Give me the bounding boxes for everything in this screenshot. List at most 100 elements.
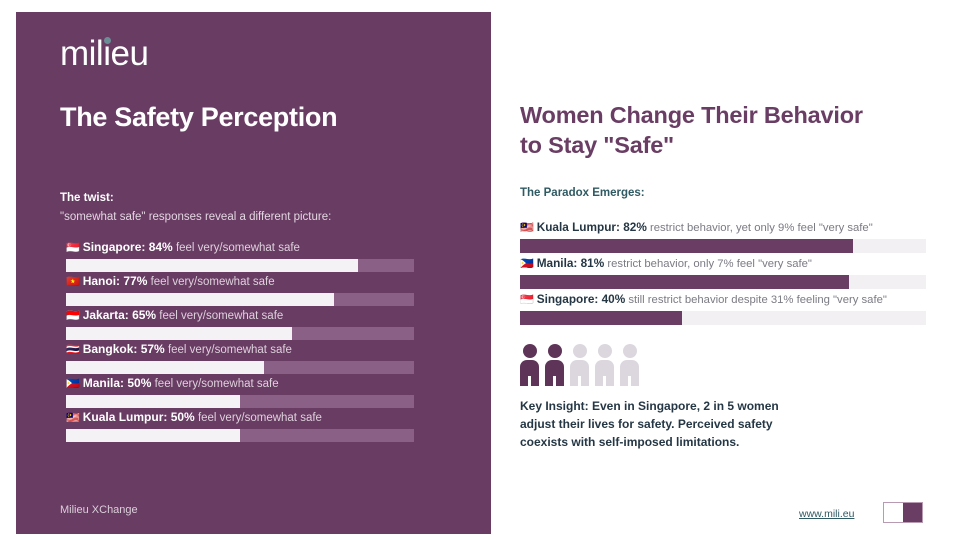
bar-fill xyxy=(520,275,849,289)
bar-track xyxy=(66,259,414,272)
row-suffix: feel very/somewhat safe xyxy=(159,310,284,322)
person-legs xyxy=(628,376,631,386)
person-icon xyxy=(595,344,614,386)
right-panel: Women Change Their Behavior to Stay "Saf… xyxy=(491,12,960,534)
person-icon xyxy=(570,344,589,386)
paradox-label: The Paradox Emerges: xyxy=(520,187,645,199)
safety-bar-row: 🇻🇳 Hanoi: 77% feel very/somewhat safe xyxy=(60,274,416,308)
flag-icon: 🇲🇾 xyxy=(520,222,534,234)
row-suffix: restrict behavior, yet only 9% feel "ver… xyxy=(649,222,873,234)
bar-track xyxy=(66,395,414,408)
left-footer-label: Milieu XChange xyxy=(60,504,138,516)
person-head xyxy=(597,344,612,358)
city-and-value: Singapore: 84% xyxy=(82,240,173,254)
row-suffix: feel very/somewhat safe xyxy=(167,344,292,356)
person-head xyxy=(622,344,637,358)
city-and-value: Kuala Lumpur: 50% xyxy=(82,410,195,424)
bar-fill xyxy=(66,259,359,272)
person-legs xyxy=(528,376,531,386)
safety-bar-label: 🇲🇾 Kuala Lumpur: 50% feel very/somewhat s… xyxy=(66,410,322,424)
logo-mark-purple-half xyxy=(903,503,922,522)
logo-accent-dot-icon xyxy=(104,37,111,44)
city-and-value: Singapore: 40% xyxy=(536,292,626,306)
safety-bar-row: 🇵🇭 Manila: 50% feel very/somewhat safe xyxy=(60,376,416,410)
row-suffix: feel very/somewhat safe xyxy=(197,412,322,424)
safety-bar-row: 🇸🇬 Singapore: 84% feel very/somewhat safe xyxy=(60,240,416,274)
city-and-value: Manila: 50% xyxy=(82,376,152,390)
safety-bar-label: 🇹🇭 Bangkok: 57% feel very/somewhat safe xyxy=(66,342,292,356)
city-and-value: Manila: 81% xyxy=(536,256,605,270)
bar-fill xyxy=(66,361,265,374)
milieu-logo-mark-icon xyxy=(883,502,923,523)
row-suffix: restrict behavior, only 7% feel "very sa… xyxy=(607,258,812,270)
flag-icon: 🇮🇩 xyxy=(66,310,80,322)
bar-track xyxy=(66,361,414,374)
flag-icon: 🇸🇬 xyxy=(520,294,534,306)
safety-bar-row: 🇲🇾 Kuala Lumpur: 50% feel very/somewhat s… xyxy=(60,410,416,444)
website-link[interactable]: www.mili.eu xyxy=(799,508,855,520)
row-suffix: feel very/somewhat safe xyxy=(154,378,279,390)
person-icon xyxy=(620,344,639,386)
paradox-bar-label: 🇲🇾 Kuala Lumpur: 82% restrict behavior, y… xyxy=(520,220,873,234)
bar-fill xyxy=(66,327,293,340)
row-suffix: feel very/somewhat safe xyxy=(150,276,275,288)
bar-fill xyxy=(66,293,334,306)
city-and-value: Jakarta: 65% xyxy=(82,308,157,322)
row-suffix: still restrict behavior despite 31% feel… xyxy=(628,294,887,306)
bar-track xyxy=(66,327,414,340)
bar-fill xyxy=(520,311,683,325)
safety-bar-label: 🇸🇬 Singapore: 84% feel very/somewhat safe xyxy=(66,240,300,254)
right-panel-title: Women Change Their Behavior to Stay "Saf… xyxy=(520,102,863,159)
logo-mark-white-half xyxy=(884,503,903,522)
bar-track xyxy=(520,311,926,325)
paradox-bar-row: 🇲🇾 Kuala Lumpur: 82% restrict behavior, y… xyxy=(520,220,926,256)
bar-fill xyxy=(66,395,240,408)
city-and-value: Bangkok: 57% xyxy=(82,342,165,356)
person-legs xyxy=(603,376,606,386)
city-and-value: Hanoi: 77% xyxy=(82,274,148,288)
right-bar-list: 🇲🇾 Kuala Lumpur: 82% restrict behavior, y… xyxy=(520,220,926,328)
person-body xyxy=(570,360,589,386)
bar-fill xyxy=(66,429,240,442)
safety-bar-label: 🇵🇭 Manila: 50% feel very/somewhat safe xyxy=(66,376,279,390)
bar-fill xyxy=(520,239,853,253)
flag-icon: 🇻🇳 xyxy=(66,276,80,288)
person-legs xyxy=(553,376,556,386)
person-icon xyxy=(545,344,564,386)
person-head xyxy=(547,344,562,358)
slide-canvas: milieu The Safety Perception The twist: … xyxy=(8,6,960,534)
milieu-logo: milieu xyxy=(60,36,149,71)
bar-track xyxy=(520,239,926,253)
twist-label: The twist: xyxy=(60,192,114,204)
bar-track xyxy=(66,293,414,306)
safety-bar-label: 🇮🇩 Jakarta: 65% feel very/somewhat safe xyxy=(66,308,283,322)
paradox-bar-row: 🇸🇬 Singapore: 40% still restrict behavior… xyxy=(520,292,926,328)
flag-icon: 🇵🇭 xyxy=(66,378,80,390)
bar-track xyxy=(520,275,926,289)
person-head xyxy=(572,344,587,358)
city-and-value: Kuala Lumpur: 82% xyxy=(536,220,647,234)
key-insight-text: Key Insight: Even in Singapore, 2 in 5 w… xyxy=(520,399,779,449)
pictogram-people xyxy=(520,344,720,386)
safety-bar-label: 🇻🇳 Hanoi: 77% feel very/somewhat safe xyxy=(66,274,275,288)
safety-bar-row: 🇹🇭 Bangkok: 57% feel very/somewhat safe xyxy=(60,342,416,376)
person-body xyxy=(520,360,539,386)
paradox-bar-row: 🇵🇭 Manila: 81% restrict behavior, only 7%… xyxy=(520,256,926,292)
left-panel-title: The Safety Perception xyxy=(60,102,338,132)
bar-track xyxy=(66,429,414,442)
flag-icon: 🇹🇭 xyxy=(66,344,80,356)
flag-icon: 🇲🇾 xyxy=(66,412,80,424)
person-icon xyxy=(520,344,539,386)
left-bar-list: 🇸🇬 Singapore: 84% feel very/somewhat safe… xyxy=(60,240,416,444)
person-body xyxy=(545,360,564,386)
row-suffix: feel very/somewhat safe xyxy=(175,242,300,254)
person-body xyxy=(620,360,639,386)
left-panel: milieu The Safety Perception The twist: … xyxy=(16,12,491,534)
flag-icon: 🇵🇭 xyxy=(520,258,534,270)
paradox-bar-label: 🇵🇭 Manila: 81% restrict behavior, only 7%… xyxy=(520,256,812,270)
twist-subtitle: "somewhat safe" responses reveal a diffe… xyxy=(60,211,332,223)
person-head xyxy=(522,344,537,358)
flag-icon: 🇸🇬 xyxy=(66,242,80,254)
person-body xyxy=(595,360,614,386)
